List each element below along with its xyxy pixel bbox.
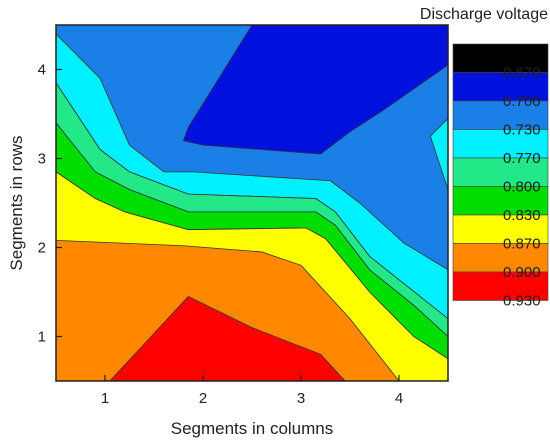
- legend-swatch-0.700: [452, 72, 549, 102]
- contour-region-0.870: [56, 171, 448, 381]
- legend-label-0.870: 0.870: [503, 236, 541, 253]
- y-tick-label: 1: [38, 329, 46, 346]
- x-tick-label: 1: [101, 390, 109, 407]
- y-axis-ticks: 1 2 3 4: [38, 62, 62, 346]
- legend-label-0.830: 0.830: [503, 207, 541, 224]
- legend-swatch-0.900: [452, 243, 549, 273]
- x-tick-label: 3: [297, 390, 305, 407]
- x-tick-label: 2: [199, 390, 207, 407]
- y-tick-label: 4: [38, 62, 46, 79]
- contour-region-0.700: [182, 25, 448, 155]
- y-tick-label: 2: [38, 240, 46, 257]
- legend-swatch-0.770: [452, 129, 549, 159]
- legend-label-0.670: 0.670: [503, 65, 541, 82]
- y-axis-label: Segments in rows: [7, 135, 26, 270]
- x-tick-label: 4: [395, 390, 403, 407]
- x-axis-label: Segments in columns: [171, 419, 334, 438]
- legend-swatch-0.830: [452, 186, 549, 216]
- contour-region-0.770: [429, 117, 448, 190]
- legend-swatch-0.870: [452, 214, 549, 244]
- legend-swatch-0.800: [452, 157, 549, 187]
- plot-frame: [55, 24, 449, 382]
- legend-label-0.930: 0.930: [503, 293, 541, 310]
- legend-label-0.800: 0.800: [503, 179, 541, 196]
- contour-region-0.930: [109, 295, 346, 381]
- legend-title: Discharge voltage: [420, 6, 548, 23]
- plot-area: [55, 24, 449, 382]
- legend-label-0.700: 0.700: [503, 93, 541, 110]
- x-axis-ticks: 1 2 3 4: [101, 375, 403, 407]
- legend-swatch-0.930: [452, 271, 549, 301]
- legend-label-0.900: 0.900: [503, 264, 541, 281]
- y-tick-label: 3: [38, 151, 46, 168]
- legend-label-0.730: 0.730: [503, 122, 541, 139]
- legend-label-0.770: 0.770: [503, 150, 541, 167]
- legend: 0.670 0.700 0.730 0.770 0.800 0.830 0.870 0.900…: [452, 43, 549, 310]
